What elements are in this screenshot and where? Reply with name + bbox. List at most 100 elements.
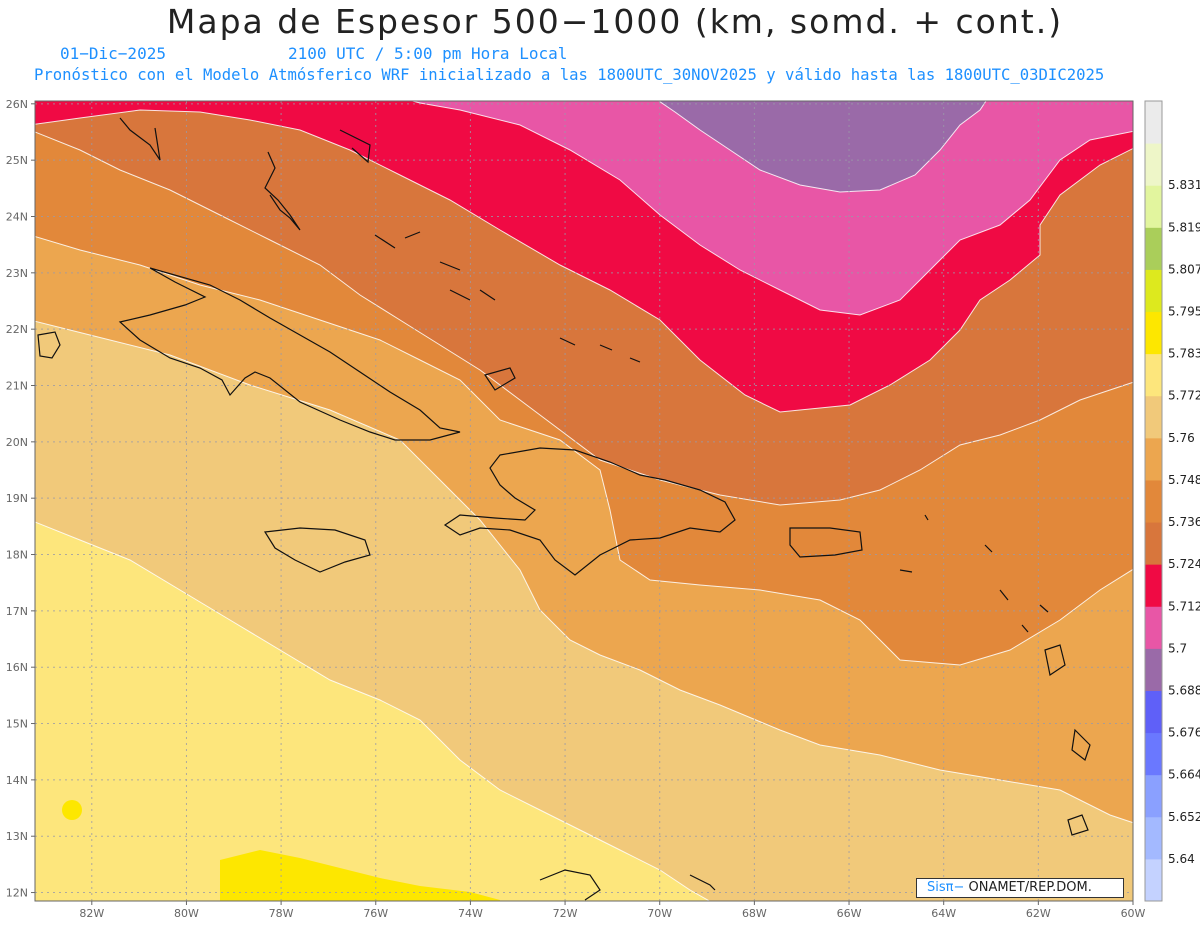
colorbar-label: 5.712 bbox=[1168, 599, 1200, 613]
forecast-date: 01−Dic−2025 bbox=[60, 44, 166, 63]
lon-tick-label: 70W bbox=[647, 907, 672, 920]
lat-tick-label: 22N bbox=[6, 323, 28, 336]
band-5760 bbox=[35, 522, 710, 901]
puerto-rico-coast bbox=[789, 527, 863, 558]
inagua-coast bbox=[484, 367, 516, 391]
bahamas-andros-coast bbox=[264, 151, 301, 231]
colorbar-label: 5.831 bbox=[1168, 178, 1200, 192]
bahamas-eleuthera-coast bbox=[339, 129, 371, 164]
hispaniola-coast bbox=[443, 447, 736, 576]
jamaica-coast bbox=[263, 527, 371, 573]
colorbar-swatch bbox=[1145, 479, 1162, 523]
colorbar-swatch bbox=[1145, 101, 1162, 144]
band-5772 bbox=[220, 850, 500, 901]
colorbar-label: 5.819 bbox=[1168, 220, 1200, 234]
colorbar-label: 5.664 bbox=[1168, 768, 1200, 782]
colorbar-label: 5.736 bbox=[1168, 515, 1200, 529]
florida-coast bbox=[119, 117, 161, 161]
lat-tick-label: 26N bbox=[6, 98, 28, 111]
lat-tick-label: 25N bbox=[6, 154, 28, 167]
lon-tick-label: 64W bbox=[931, 907, 956, 920]
lat-tick-label: 19N bbox=[6, 492, 28, 505]
lon-tick-label: 72W bbox=[553, 907, 578, 920]
paraguana-coast bbox=[689, 874, 716, 891]
lon-tick-label: 60W bbox=[1121, 907, 1146, 920]
colorbar-swatch bbox=[1145, 606, 1162, 649]
colorbar-swatch bbox=[1145, 395, 1162, 439]
colorbar-swatch bbox=[1145, 353, 1162, 397]
colorbar: 5.64 5.652 5.664 5.676 5.688 5.7 5.712 5.724 5.7… bbox=[1144, 100, 1200, 902]
credit-org: ONAMET/REP.DOM. bbox=[964, 880, 1092, 895]
map-title: Mapa de Espesor 500−1000 (km, somd. + co… bbox=[166, 2, 1064, 41]
colorbar-swatch bbox=[1145, 311, 1162, 355]
lat-tick-label: 24N bbox=[6, 210, 28, 223]
colorbar-label: 5.748 bbox=[1168, 473, 1200, 487]
colorbar-swatch bbox=[1145, 858, 1162, 902]
colorbar-label: 5.76 bbox=[1168, 431, 1195, 445]
south-america-coast bbox=[539, 869, 601, 901]
colorbar-label: 5.7 bbox=[1168, 641, 1187, 655]
lon-tick-label: 80W bbox=[174, 907, 199, 920]
band-5688 bbox=[412, 101, 1133, 315]
turks-caicos-coast bbox=[559, 337, 641, 363]
colorbar-label: 5.724 bbox=[1168, 557, 1200, 571]
lat-tick-label: 21N bbox=[6, 380, 28, 393]
thickness-shading bbox=[35, 101, 1133, 901]
colorbar-label: 5.64 bbox=[1168, 852, 1195, 866]
lat-tick-label: 16N bbox=[6, 661, 28, 674]
colorbar-swatch bbox=[1145, 564, 1162, 607]
guadeloupe-coast bbox=[1044, 644, 1066, 676]
thickness-map: 12N 13N 14N 15N 16N 17N 18N 19N 20N 21N 22N 23N 24N 2… bbox=[6, 98, 1200, 920]
lat-tick-label: 23N bbox=[6, 267, 28, 280]
credit-box: Sisπ− ONAMET/REP.DOM. bbox=[916, 878, 1124, 898]
sispi-logo-text: Sisπ− bbox=[927, 880, 965, 895]
lon-tick-label: 68W bbox=[742, 907, 767, 920]
colorbar-swatch bbox=[1145, 774, 1162, 818]
colorbar-swatch bbox=[1145, 648, 1162, 691]
colorbar-label: 5.795 bbox=[1168, 305, 1200, 319]
lat-tick-label: 18N bbox=[6, 549, 28, 562]
colorbar-label: 5.688 bbox=[1168, 683, 1200, 697]
colorbar-swatch bbox=[1145, 522, 1162, 565]
martinique-coast bbox=[1071, 728, 1091, 761]
lon-tick-label: 62W bbox=[1026, 907, 1051, 920]
colorbar-frame bbox=[1144, 100, 1163, 902]
cuba-coast bbox=[118, 267, 461, 441]
lon-tick-label: 74W bbox=[458, 907, 483, 920]
lat-lon-grid bbox=[35, 101, 1133, 901]
lon-tick-label: 76W bbox=[363, 907, 388, 920]
colorbar-swatch bbox=[1145, 437, 1162, 481]
longitude-labels: 82W 80W 78W 76W 74W 72W 70W 68W 66W 64W 62W 60W bbox=[79, 901, 1146, 920]
coastlines bbox=[37, 117, 1091, 901]
lat-tick-label: 15N bbox=[6, 718, 28, 731]
lat-tick-label: 12N bbox=[6, 887, 28, 900]
colorbar-swatch bbox=[1145, 143, 1162, 186]
lat-tick-label: 17N bbox=[6, 605, 28, 618]
model-info: Pronóstico con el Modelo Atmósferico WRF… bbox=[34, 66, 1105, 84]
band-5676 bbox=[658, 101, 986, 192]
grenada-coast bbox=[1067, 814, 1089, 836]
colorbar-swatch bbox=[1145, 227, 1162, 270]
lon-tick-label: 66W bbox=[837, 907, 862, 920]
thickness-contours bbox=[35, 101, 1133, 901]
lat-tick-label: 20N bbox=[6, 436, 28, 449]
colorbar-label: 5.652 bbox=[1168, 810, 1200, 824]
bahamas-southern-coast bbox=[374, 231, 496, 301]
lat-tick-label: 14N bbox=[6, 774, 28, 787]
colorbar-swatch bbox=[1145, 269, 1162, 313]
lat-tick-label: 13N bbox=[6, 830, 28, 843]
colorbar-label: 5.807 bbox=[1168, 262, 1200, 276]
colorbar-swatch bbox=[1145, 732, 1162, 776]
colorbar-label: 5.676 bbox=[1168, 726, 1200, 740]
colorbar-swatch bbox=[1145, 690, 1162, 734]
colorbar-swatch bbox=[1145, 185, 1162, 228]
latitude-labels: 12N 13N 14N 15N 16N 17N 18N 19N 20N 21N 22N 23N 24N 2… bbox=[6, 98, 35, 900]
colorbar-label: 5.772 bbox=[1168, 389, 1200, 403]
lon-tick-label: 82W bbox=[79, 907, 104, 920]
map-frame bbox=[34, 100, 1134, 902]
lon-tick-label: 78W bbox=[269, 907, 294, 920]
colorbar-swatch bbox=[1145, 816, 1162, 860]
forecast-time: 2100 UTC / 5:00 pm Hora Local bbox=[288, 44, 568, 63]
small-islands-coast bbox=[899, 514, 1049, 633]
band-5772-spot bbox=[62, 800, 82, 820]
